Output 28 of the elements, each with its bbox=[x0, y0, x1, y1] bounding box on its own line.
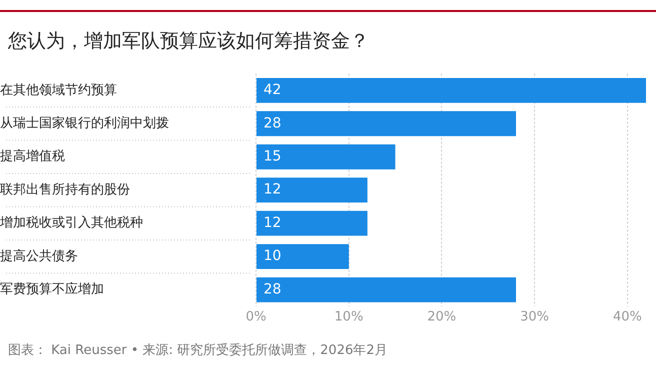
x-tick-label: 30% bbox=[520, 310, 550, 325]
y-tick-label: 提高公共债务 bbox=[0, 248, 78, 264]
data-label: 12 bbox=[264, 214, 282, 231]
data-label: 28 bbox=[264, 115, 282, 132]
bar bbox=[256, 210, 368, 236]
y-tick-label: 从瑞士国家银行的利润中划拨 bbox=[0, 115, 169, 132]
data-label: 12 bbox=[264, 182, 282, 198]
x-tick-label: 10% bbox=[334, 310, 364, 325]
data-label: 42 bbox=[264, 82, 282, 98]
data-label: 15 bbox=[264, 148, 282, 165]
bar bbox=[256, 144, 396, 170]
y-tick-label: 提高增值税 bbox=[0, 148, 65, 164]
data-label: 10 bbox=[264, 248, 282, 264]
y-tick-label: 在其他领域节约预算 bbox=[0, 82, 117, 98]
bar bbox=[256, 178, 368, 203]
bar bbox=[256, 78, 646, 103]
bar bbox=[256, 111, 516, 136]
chart-title: 您认为，增加军队预算应该如何筹措资金？ bbox=[8, 29, 369, 54]
text: 图表： Kai Reusser • 来源: 研究所受委托所做调查，2026年2月 bbox=[8, 342, 389, 360]
bar bbox=[256, 244, 349, 270]
x-tick-label: 0% bbox=[246, 310, 266, 325]
data-label: 28 bbox=[264, 281, 282, 298]
x-tick-label: 40% bbox=[612, 310, 642, 325]
bar bbox=[256, 277, 516, 302]
y-tick-label: 军费预算不应增加 bbox=[0, 281, 104, 298]
y-tick-label: 联邦出售所持有的股份 bbox=[0, 182, 130, 198]
x-tick-label: 20% bbox=[427, 310, 456, 325]
y-tick-label: 增加税收或引入其他税种 bbox=[0, 216, 143, 231]
